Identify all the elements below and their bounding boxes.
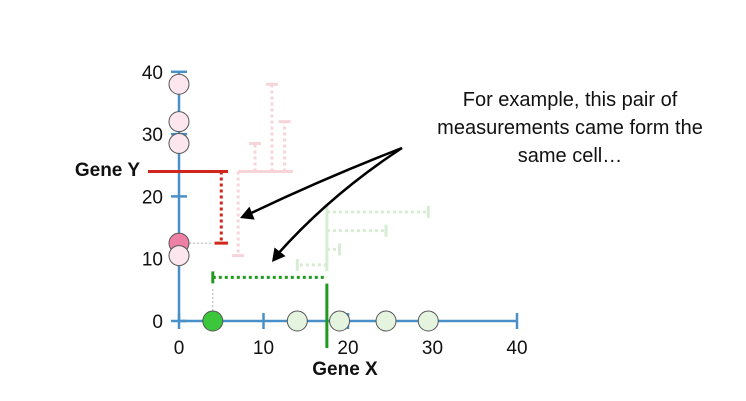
- gene-x-point: [286, 310, 308, 332]
- callout-annotation: For example, this pair of measurements c…: [395, 86, 745, 170]
- gene-x-point: [329, 310, 351, 332]
- y-tick-label: 10: [142, 250, 163, 271]
- y-tick-label: 40: [142, 63, 163, 84]
- y-tick-label: 0: [152, 312, 163, 333]
- axis-labels: 0 10 20 30 40 0 10 20 30 40 Gene X Gene Y: [75, 63, 528, 380]
- gene-y-point: [168, 132, 190, 154]
- gene-y-point: [168, 245, 190, 267]
- x-tick-label: 30: [422, 338, 443, 359]
- x-axis-title: Gene X: [312, 359, 378, 380]
- callout-arrow: [275, 146, 403, 257]
- x-tick-label: 10: [253, 338, 274, 359]
- x-tick-label: 0: [174, 338, 185, 359]
- callout-line-2: measurements came form the: [437, 117, 703, 139]
- callout-line-1: For example, this pair of: [462, 89, 678, 111]
- gene-x-point: [375, 310, 397, 332]
- gene-y-point: [168, 73, 190, 95]
- callout-arrows: [240, 146, 403, 262]
- callout-arrowhead: [240, 206, 255, 220]
- gene-x-point: [417, 310, 439, 332]
- x-tick-label: 20: [337, 338, 358, 359]
- gene-x-point-highlighted: [202, 310, 224, 332]
- callout-arrowhead: [272, 247, 286, 262]
- data-points: [168, 73, 439, 332]
- faded-distance-markers: [232, 82, 430, 272]
- y-tick-label: 20: [142, 187, 163, 208]
- y-tick-label: 30: [142, 125, 163, 146]
- highlighted-distance-markers: [148, 169, 329, 348]
- x-tick-label: 40: [506, 338, 527, 359]
- y-axis-title: Gene Y: [75, 160, 140, 181]
- gene-y-point: [168, 111, 190, 133]
- callout-arrow: [244, 146, 403, 218]
- callout-line-3: same cell…: [517, 145, 623, 167]
